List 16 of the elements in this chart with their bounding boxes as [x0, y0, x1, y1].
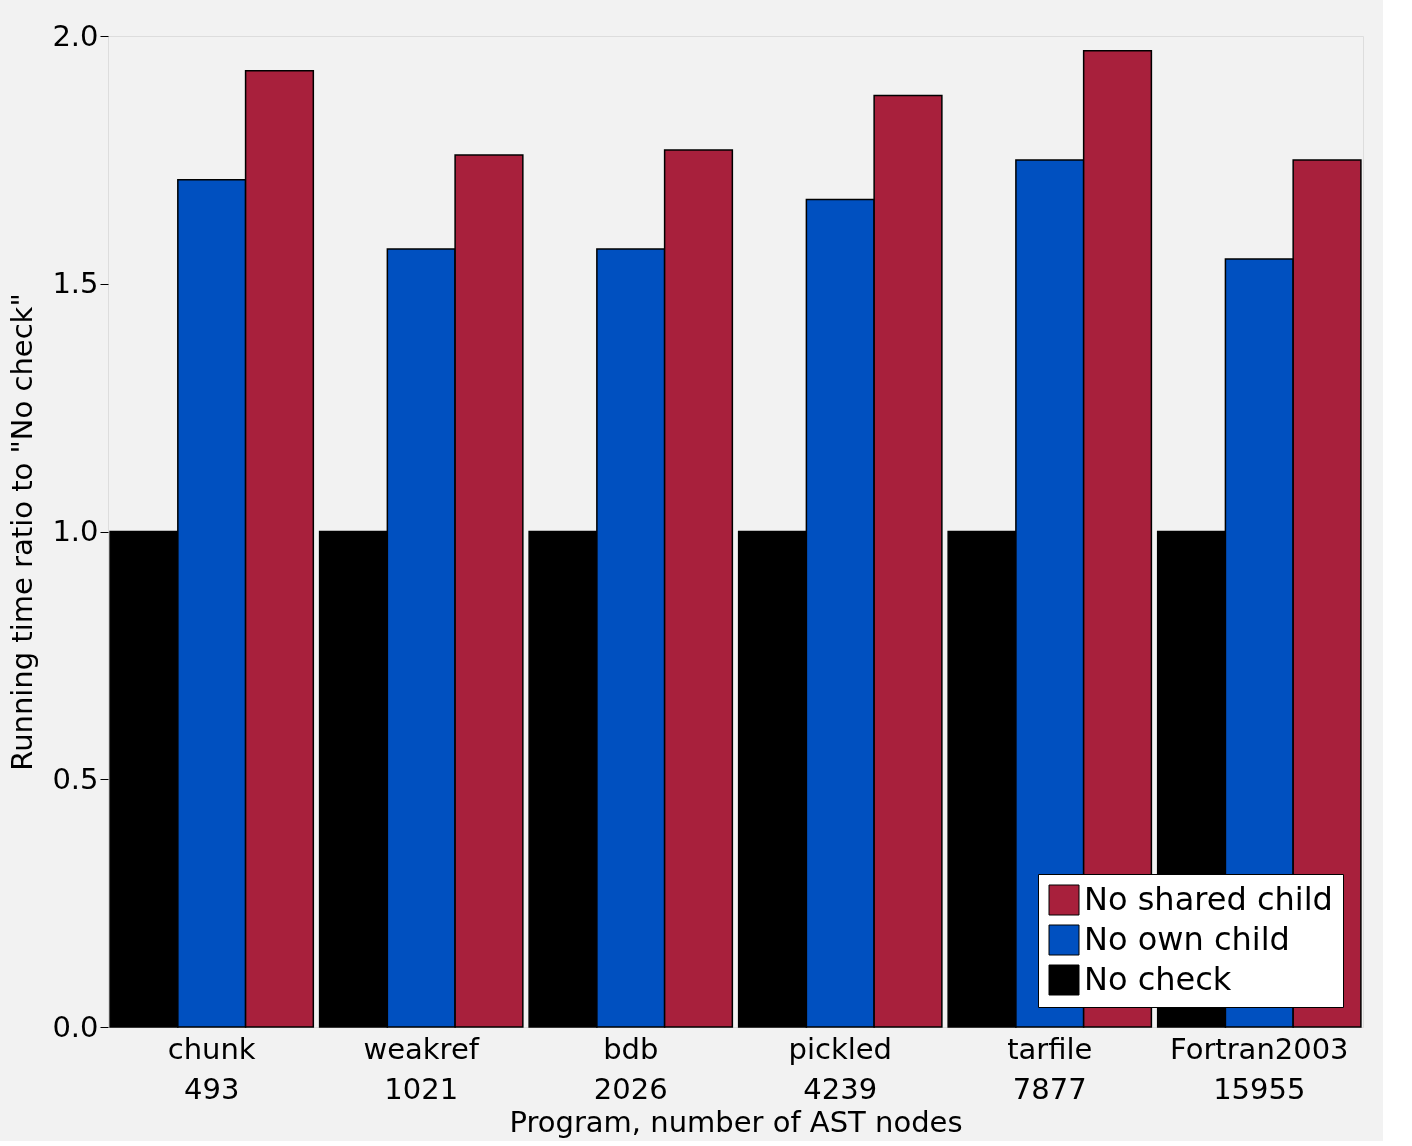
x-tick-label: weakref 1021	[363, 1031, 480, 1106]
y-tick-label: 2.0	[52, 18, 99, 53]
legend-label: No shared child	[1084, 880, 1333, 918]
legend-label: No own child	[1084, 920, 1290, 958]
x-tick-label: chunk 493	[167, 1031, 256, 1106]
y-tick-label: 0.0	[52, 1009, 99, 1044]
legend-label: No check	[1084, 960, 1232, 998]
x-tick-label: Fortran2003 15955	[1170, 1031, 1349, 1106]
y-tick-label: 1.0	[52, 514, 99, 548]
x-axis-title: Program, number of AST nodes	[509, 1104, 963, 1139]
y-tick-label: 1.5	[52, 266, 99, 301]
x-tick-label: pickled 4239	[788, 1031, 893, 1106]
x-tick-label: bdb 2026	[593, 1031, 668, 1106]
x-tick-label: tarfile 7877	[1007, 1031, 1093, 1106]
y-tick-label: 0.5	[52, 761, 99, 796]
y-axis-title: Running time ratio to "No check"	[5, 293, 40, 771]
